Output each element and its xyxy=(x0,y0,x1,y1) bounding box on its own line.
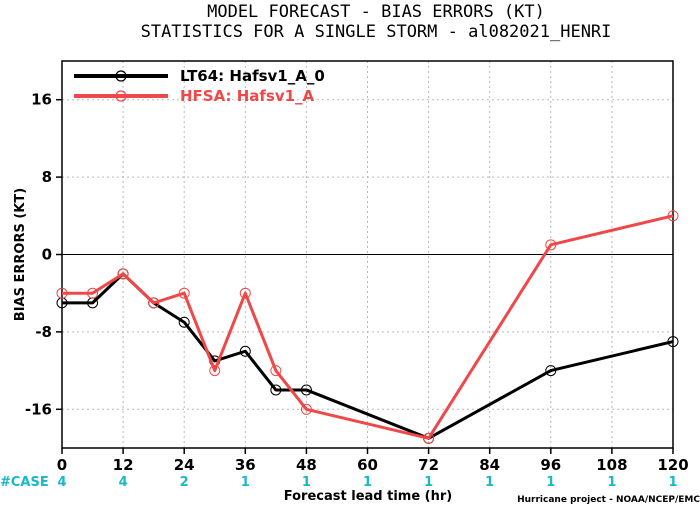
x-tick-label: 72 xyxy=(418,456,439,474)
data-point xyxy=(667,210,679,222)
x-tick-label: 120 xyxy=(657,456,688,474)
data-point xyxy=(56,287,68,299)
y-tick-label: -16 xyxy=(25,400,52,418)
data-point xyxy=(178,287,190,299)
x-tick-label: 0 xyxy=(57,456,67,474)
legend-marker xyxy=(115,70,127,82)
data-point xyxy=(667,336,679,348)
y-tick-label: -8 xyxy=(35,323,52,341)
x-tick-label: 12 xyxy=(113,456,134,474)
legend-marker xyxy=(115,90,127,102)
legend-label: LT64: Hafsv1_A_0 xyxy=(180,67,325,85)
data-point xyxy=(239,287,251,299)
case-count: 1 xyxy=(241,475,250,490)
case-count: 1 xyxy=(302,475,311,490)
series-layer xyxy=(56,210,679,444)
y-axis-ticks: 16 8 0 -8 -16 xyxy=(25,91,62,418)
chart-subtitle: STATISTICS FOR A SINGLE STORM - al082021… xyxy=(141,22,612,42)
case-count: 1 xyxy=(424,475,433,490)
case-count: 4 xyxy=(119,475,128,490)
y-axis-label: BIAS ERRORS (KT) xyxy=(13,188,28,321)
data-point xyxy=(423,432,435,444)
x-tick-label: 24 xyxy=(174,456,195,474)
chart-title: MODEL FORECAST - BIAS ERRORS (KT) xyxy=(207,2,545,22)
data-point xyxy=(270,384,282,396)
x-axis-label: Forecast lead time (hr) xyxy=(284,489,452,504)
data-point xyxy=(148,297,160,309)
case-count-label: #CASE xyxy=(0,475,49,490)
x-tick-label: 96 xyxy=(540,456,561,474)
series-hfsa xyxy=(56,210,679,444)
case-counts: 4 4 2 1 1 1 1 1 1 1 1 xyxy=(57,475,677,490)
series-line xyxy=(62,214,674,440)
data-point xyxy=(545,365,557,377)
y-tick-label: 8 xyxy=(42,168,52,186)
data-point xyxy=(239,345,251,357)
data-point xyxy=(300,384,312,396)
x-tick-label: 36 xyxy=(235,456,256,474)
y-tick-label: 16 xyxy=(31,91,52,109)
x-tick-label: 48 xyxy=(296,456,317,474)
data-point xyxy=(300,403,312,415)
credit-text: Hurricane project - NOAA/NCEP/EMC xyxy=(517,495,700,505)
legend-label: HFSA: Hafsv1_A xyxy=(180,87,315,105)
x-axis-ticks: 0 12 24 36 48 60 72 84 96 108 120 xyxy=(57,448,689,474)
data-point xyxy=(117,268,129,280)
data-point xyxy=(209,365,221,377)
data-point xyxy=(178,316,190,328)
x-tick-label: 108 xyxy=(596,456,627,474)
case-count: 1 xyxy=(546,475,555,490)
case-count: 2 xyxy=(180,475,189,490)
y-tick-label: 0 xyxy=(42,246,52,264)
x-tick-label: 60 xyxy=(357,456,378,474)
case-count: 1 xyxy=(485,475,494,490)
case-count: 4 xyxy=(57,475,66,490)
case-count: 1 xyxy=(363,475,372,490)
legend: LT64: Hafsv1_A_0 HFSA: Hafsv1_A xyxy=(74,67,325,105)
data-point xyxy=(87,287,99,299)
grid-lines xyxy=(62,61,673,448)
case-count: 1 xyxy=(668,475,677,490)
case-count: 1 xyxy=(607,475,616,490)
x-tick-label: 84 xyxy=(479,456,500,474)
data-point xyxy=(270,365,282,377)
data-point xyxy=(545,239,557,251)
